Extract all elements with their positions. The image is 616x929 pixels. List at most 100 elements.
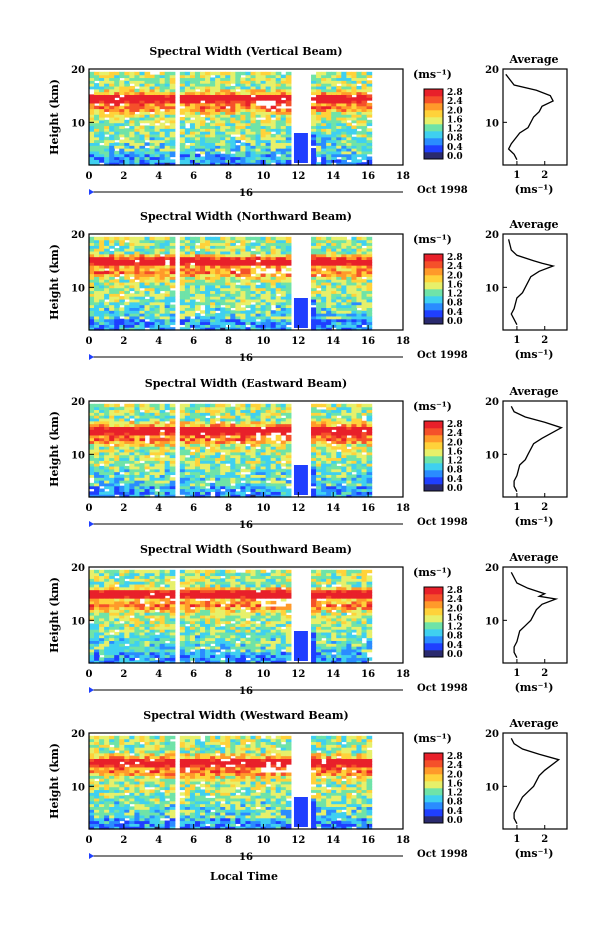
heatmap-cell: [280, 279, 287, 283]
heatmap-cell: [169, 245, 176, 249]
heatmap-cell: [99, 148, 105, 152]
heatmap-cell: [89, 159, 95, 163]
heatmap-cell: [89, 595, 95, 599]
heatmap-cell: [311, 491, 317, 495]
heatmap-cell: [316, 122, 322, 127]
heatmap-cell: [326, 88, 332, 93]
heatmap-cell: [194, 293, 201, 297]
heatmap-cell: [311, 290, 317, 294]
heatmap-cell: [270, 412, 277, 416]
heatmap-cell: [94, 307, 100, 311]
heatmap-cell: [89, 631, 95, 636]
heatmap-cell: [316, 108, 322, 112]
heatmap-cell: [225, 122, 231, 127]
heatmap-cell: [169, 290, 176, 294]
heatmap-cell: [144, 449, 151, 453]
heatmap-cell: [119, 432, 125, 436]
heatmap-cell: [169, 437, 176, 442]
heatmap-cell: [144, 108, 151, 112]
heatmap-cell: [361, 420, 368, 425]
heatmap-cell: [104, 279, 110, 283]
heatmap-cell: [159, 296, 166, 300]
heatmap-cell: [114, 468, 120, 473]
colorbar-segment: [424, 296, 443, 304]
heatmap-cell: [200, 290, 206, 294]
heatmap-cell: [124, 108, 130, 112]
heatmap-cell: [179, 290, 186, 294]
heatmap-cell: [184, 460, 191, 464]
heatmap-cell: [260, 463, 267, 467]
heatmap-cell: [210, 315, 216, 320]
heatmap-cell: [169, 477, 176, 481]
heatmap-cell: [164, 429, 171, 433]
panel-4: Spectral Width (Southward Beam)Height (k…: [48, 543, 568, 697]
heatmap-cell: [336, 273, 342, 277]
heatmap-cell: [265, 139, 272, 144]
heatmap-cell: [285, 321, 292, 325]
heatmap-cell: [129, 105, 136, 110]
heatmap-cell: [144, 259, 151, 263]
heatmap-cell: [114, 474, 120, 478]
heatmap-cell: [89, 437, 95, 442]
heatmap-cell: [280, 485, 287, 490]
heatmap-cell: [351, 128, 358, 132]
heatmap-cell: [114, 296, 120, 300]
heatmap-cell: [189, 290, 196, 294]
heatmap-cell: [321, 262, 327, 266]
heatmap-cell: [220, 307, 226, 311]
heatmap-cell: [109, 150, 115, 155]
heatmap-cell: [341, 91, 347, 96]
heatmap-cell: [285, 434, 292, 439]
heatmap-cell: [220, 429, 226, 433]
heatmap-cell: [124, 94, 130, 98]
heatmap-cell: [356, 403, 363, 408]
heatmap-cell: [154, 434, 161, 439]
heatmap-cell: [275, 482, 282, 487]
heatmap-cell: [341, 148, 347, 152]
heatmap-cell: [94, 276, 100, 280]
heatmap-cell: [184, 415, 191, 419]
heatmap-cell: [260, 239, 267, 244]
heatmap-cell: [94, 488, 100, 492]
heatmap-cell: [149, 102, 156, 107]
heatmap-cell: [139, 429, 146, 433]
heatmap-cell: [321, 139, 327, 144]
heatmap-cell: [346, 327, 353, 331]
heatmap-cell: [169, 293, 176, 297]
heatmap-cell: [159, 417, 166, 422]
heatmap-cell: [205, 315, 211, 320]
heatmap-cell: [139, 304, 146, 309]
heatmap-cell: [124, 153, 130, 158]
heatmap-cell: [94, 91, 100, 96]
heatmap-cell: [179, 468, 186, 473]
heatmap-cell: [124, 259, 130, 263]
heatmap-cell: [114, 136, 120, 141]
heatmap-cell: [311, 460, 317, 464]
heatmap-cell: [149, 148, 156, 152]
heatmap-cell: [129, 88, 136, 93]
heatmap-cell: [366, 426, 373, 430]
colorbar-tick-label: 0.4: [447, 143, 463, 153]
heatmap-cell: [316, 468, 322, 473]
colorbar-tick-label: 2.0: [447, 438, 463, 448]
heatmap-cell: [331, 437, 337, 442]
heatmap-cell: [200, 301, 206, 306]
heatmap-cell: [346, 265, 353, 269]
heatmap-cell: [225, 420, 231, 425]
heatmap-cell: [129, 293, 136, 297]
heatmap-cell: [240, 136, 247, 141]
heatmap-cell: [346, 460, 353, 464]
heatmap-cell: [230, 468, 236, 473]
heatmap-cell: [159, 162, 166, 166]
heatmap-cell: [356, 239, 363, 244]
heatmap-cell: [184, 485, 191, 490]
heatmap-cell: [129, 474, 136, 478]
heatmap-cell: [351, 102, 358, 107]
heatmap-cell: [265, 403, 272, 408]
heatmap-cell: [260, 139, 267, 144]
heatmap-cell: [179, 457, 186, 461]
heatmap-cell: [104, 276, 110, 280]
heatmap-cell: [184, 85, 191, 90]
heatmap-cell: [159, 304, 166, 309]
heatmap-cell: [346, 468, 353, 473]
